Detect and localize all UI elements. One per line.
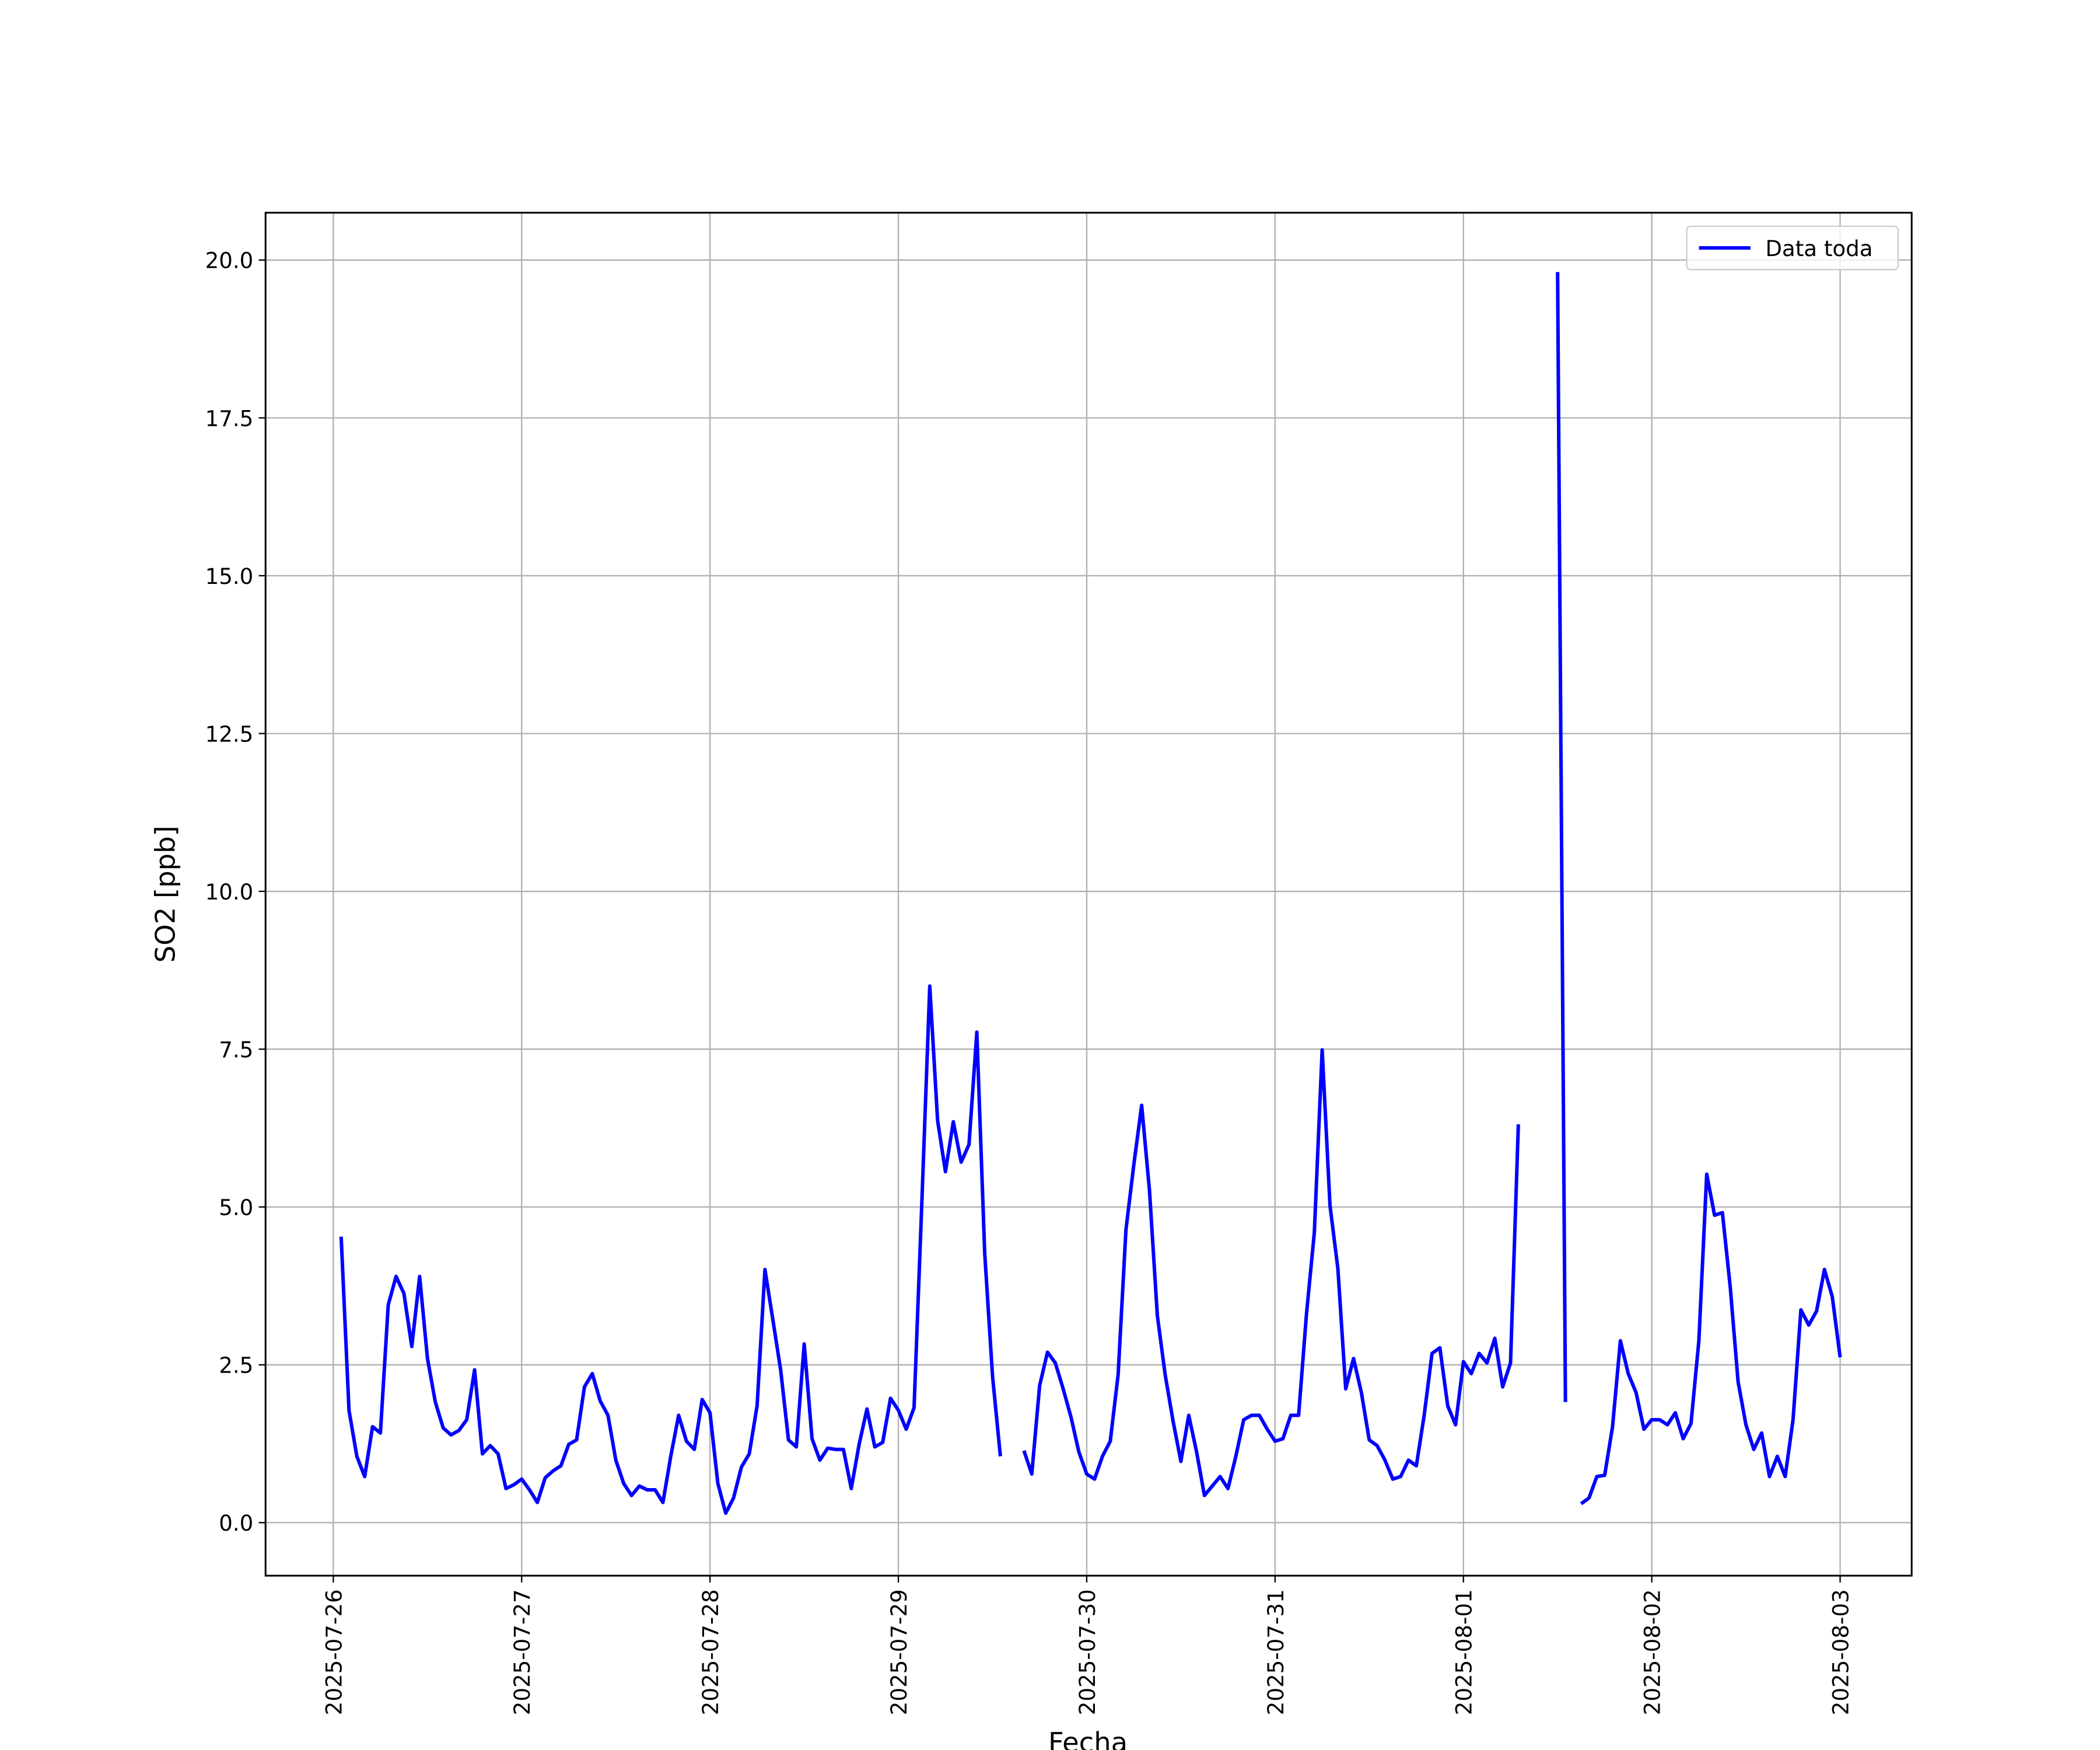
y-tick-label: 10.0 — [205, 880, 254, 905]
x-tick-label: 2025-07-31 — [1264, 1589, 1289, 1715]
x-tick-label: 2025-07-26 — [321, 1589, 346, 1715]
y-axis-label: SO2 [ppb] — [150, 825, 181, 963]
x-tick-label: 2025-07-27 — [510, 1589, 535, 1715]
y-tick-label: 5.0 — [219, 1195, 253, 1220]
x-tick-label: 2025-07-28 — [698, 1589, 723, 1715]
ticks: 0.0 2.5 5.0 7.5 10.0 12.5 15.0 17.5 20.0 2025-07-… — [205, 249, 1854, 1716]
x-tick-label: 2025-08-02 — [1640, 1589, 1665, 1715]
grid — [265, 212, 1912, 1576]
plot — [339, 272, 1842, 1516]
x-tick-label: 2025-08-03 — [1828, 1589, 1853, 1715]
y-tick-label: 0.0 — [219, 1511, 253, 1536]
data-line — [339, 272, 1842, 1516]
x-tick-label: 2025-07-30 — [1075, 1589, 1100, 1715]
y-tick-label: 2.5 — [219, 1353, 253, 1378]
x-axis-label: Fecha — [1048, 1727, 1128, 1750]
legend-label: Data toda — [1765, 236, 1873, 261]
legend-box — [1686, 225, 1899, 271]
axes-frame — [264, 212, 1913, 1577]
x-tick-label: 2025-07-29 — [887, 1589, 912, 1715]
y-tick-label: 15.0 — [205, 564, 254, 589]
y-tick-label: 12.5 — [205, 722, 254, 747]
legend: Data toda — [1686, 225, 1899, 271]
y-tick-label: 7.5 — [219, 1038, 253, 1063]
y-tick-label: 20.0 — [205, 249, 254, 274]
x-tick-label: 2025-08-01 — [1452, 1589, 1477, 1715]
y-tick-label: 17.5 — [205, 406, 254, 431]
